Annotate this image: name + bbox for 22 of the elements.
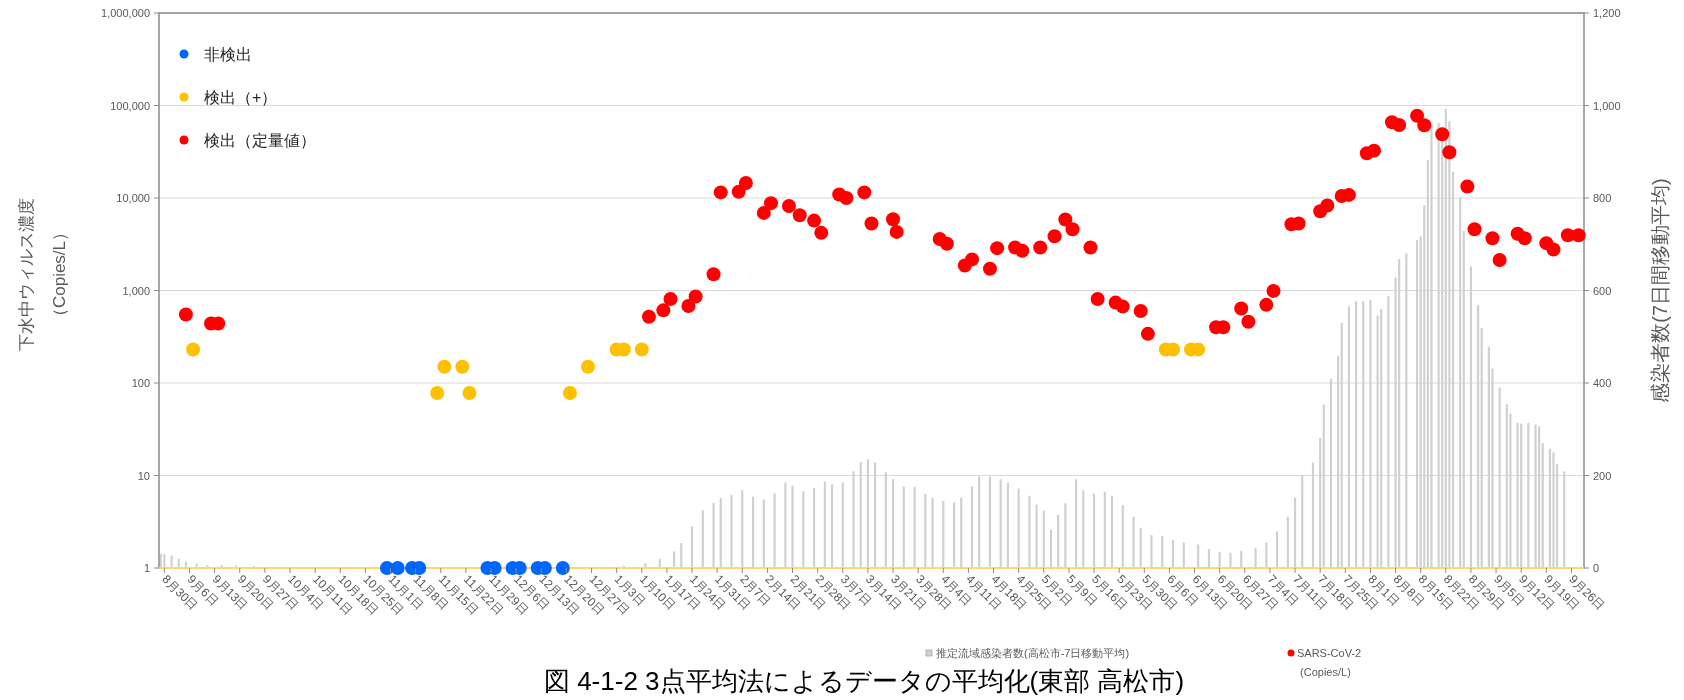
y2-tick-label: 800 — [1593, 192, 1612, 204]
y-tick-label: 1,000,000 — [101, 7, 150, 19]
y-tick-label: 100 — [131, 377, 150, 389]
legend-label: 非検出 — [204, 45, 252, 63]
text: 図 4-1-2 3点平均法によるデータの平均化(東部 高松市) — [543, 666, 1185, 696]
y2-axis-title: 感染者数(7日間移動平均) — [1649, 178, 1671, 403]
y2-tick-label: 1,000 — [1593, 99, 1621, 112]
text: SARS-CoV-2 (Copies/L) — [1297, 647, 1362, 678]
y2-tick-label: 400 — [1593, 377, 1612, 389]
y2-tick-label: 0 — [1593, 562, 1600, 574]
y-tick-label: 1 — [143, 562, 150, 574]
y-tick-label: 1,000 — [122, 284, 150, 297]
y2-tick-label: 1,200 — [1593, 7, 1621, 19]
y2-tick-label: 600 — [1593, 284, 1612, 297]
y-tick-label: 100,000 — [110, 99, 150, 112]
y-tick-label: 10,000 — [116, 192, 150, 204]
text: 推定流域感染者数(高松市-7日移動平均) — [936, 647, 1130, 659]
legend-label: 検出（+） — [204, 88, 278, 106]
y2-tick-label: 200 — [1593, 469, 1612, 482]
y-tick-label: 10 — [137, 469, 150, 482]
legend-label: 検出（定量値） — [204, 131, 316, 149]
y-axis-title: 下水中ウィルス濃度（Copies/L） — [16, 198, 68, 351]
